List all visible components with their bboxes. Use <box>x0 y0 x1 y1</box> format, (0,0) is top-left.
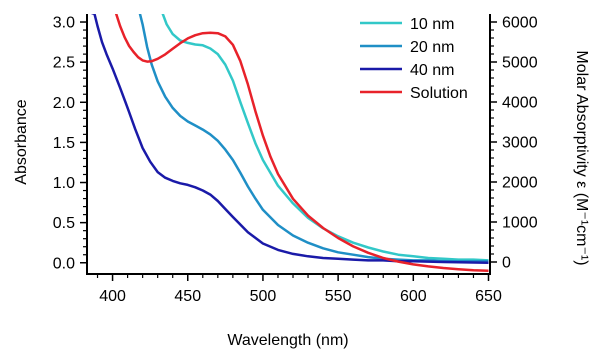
y-tick-label: 3.0 <box>53 15 75 32</box>
y-tick-label: 1.5 <box>53 135 75 152</box>
y2-tick-label: 2000 <box>502 175 538 192</box>
y2-axis-title: Molar Absorptivity ε (M⁻¹cm⁻¹) <box>573 50 590 265</box>
series-line-40-nm <box>90 14 489 265</box>
x-tick-label: 600 <box>400 288 427 305</box>
x-axis-title: Wavelength (nm) <box>227 332 348 349</box>
y2-tick-label: 5000 <box>502 55 538 72</box>
y2-tick-label: 6000 <box>502 15 538 32</box>
series-line-solution <box>114 14 489 273</box>
series-lines <box>90 14 489 273</box>
y2-tick-label: 3000 <box>502 135 538 152</box>
y2-tick-label: 4000 <box>502 95 538 112</box>
series-line-10-nm <box>161 14 489 262</box>
y-tick-label: 0.0 <box>53 255 75 272</box>
x-tick-label: 650 <box>475 288 502 305</box>
y2-tick-label: 0 <box>502 255 511 272</box>
legend-label-40nm: 40 nm <box>410 62 454 79</box>
legend: 10 nm 20 nm 40 nm Solution <box>360 16 468 102</box>
y-tick-label: 1.0 <box>53 175 75 192</box>
x-tick-label: 550 <box>325 288 352 305</box>
y-tick-label: 2.5 <box>53 55 75 72</box>
axis-ticks: 400 450 500 550 600 650 0.0 0.5 1.0 1.5 2.0 2.5 3.0 0… <box>53 15 538 306</box>
x-tick-label: 500 <box>250 288 277 305</box>
legend-label-20nm: 20 nm <box>410 39 454 56</box>
legend-label-solution: Solution <box>410 85 468 102</box>
x-tick-label: 450 <box>174 288 201 305</box>
y2-tick-label: 1000 <box>502 215 538 232</box>
y-tick-label: 2.0 <box>53 95 75 112</box>
legend-label-10nm: 10 nm <box>410 16 454 33</box>
y-tick-label: 0.5 <box>53 215 75 232</box>
y-axis-title: Absorbance <box>13 99 30 184</box>
x-tick-label: 400 <box>99 288 126 305</box>
